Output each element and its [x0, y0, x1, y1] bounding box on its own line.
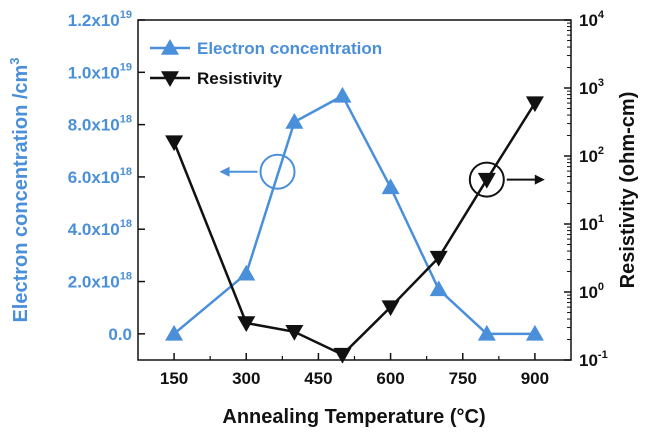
series-line-1	[172, 102, 536, 357]
legend-marker	[161, 71, 179, 87]
data-series	[165, 86, 544, 364]
legend: Electron concentration Resistivity	[150, 39, 382, 88]
series-point-1	[477, 172, 496, 189]
x-tick-label: 450	[304, 369, 332, 388]
x-tick-label: 750	[449, 369, 477, 388]
series-point-1	[165, 135, 184, 152]
y-left-tick-label: 4.0x1018	[68, 218, 132, 239]
y-right-tick-label: 10-1	[579, 349, 608, 370]
annotation-circle	[468, 161, 505, 198]
legend-label: Resistivity	[197, 69, 283, 88]
series-point-0	[477, 324, 496, 341]
y-axis-left-label: Electron concentration /cm3	[7, 57, 32, 322]
x-tick-label: 300	[232, 369, 260, 388]
series-point-1	[381, 300, 400, 317]
legend-label: Electron concentration	[197, 39, 382, 58]
series-point-0	[237, 264, 256, 281]
series-line-0	[173, 94, 535, 336]
series-point-0	[333, 86, 352, 103]
y-left-tick-label: 1.2x1019	[68, 9, 132, 30]
annotation-arrowhead	[219, 166, 230, 177]
series-point-1	[285, 325, 304, 341]
y-left-tick-label: 2.0x1018	[68, 271, 132, 292]
y-right-tick-label: 100	[579, 281, 604, 302]
y-right-tick-label: 103	[579, 77, 604, 98]
y-left-tick-label: 6.0x1018	[68, 166, 132, 187]
series-point-0	[525, 324, 544, 341]
x-axis-label: Annealing Temperature (°C)	[222, 406, 485, 428]
series-point-1	[237, 316, 256, 333]
series-point-0	[165, 324, 184, 341]
legend-marker	[161, 39, 179, 55]
y-right-tick-label: 104	[579, 9, 605, 30]
y-left-tick-label: 1.0x1019	[68, 61, 132, 82]
x-tick-label: 900	[521, 369, 549, 388]
series-point-1	[525, 96, 544, 113]
annotations	[219, 153, 545, 198]
series-point-0	[381, 178, 400, 195]
x-tick-label: 600	[376, 369, 404, 388]
y-right-tick-label: 101	[579, 213, 604, 234]
series-point-0	[429, 280, 448, 297]
series-point-0	[285, 113, 304, 129]
axis-ticks: 150 300 450 600 750 900 0.0 2.0x1018 4.0x1018 6.0…	[68, 9, 608, 388]
series-point-1	[429, 250, 448, 267]
annotation-circle	[259, 153, 296, 190]
y-axis-right-label: Resistivity (ohm-cm)	[617, 92, 639, 289]
y-right-tick-label: 102	[579, 145, 604, 166]
annotation-arrowhead	[534, 174, 545, 185]
series-point-1	[333, 347, 352, 364]
y-left-tick-label: 0.0	[108, 325, 132, 344]
y-left-tick-label: 8.0x1018	[68, 114, 132, 135]
x-tick-label: 150	[160, 369, 188, 388]
